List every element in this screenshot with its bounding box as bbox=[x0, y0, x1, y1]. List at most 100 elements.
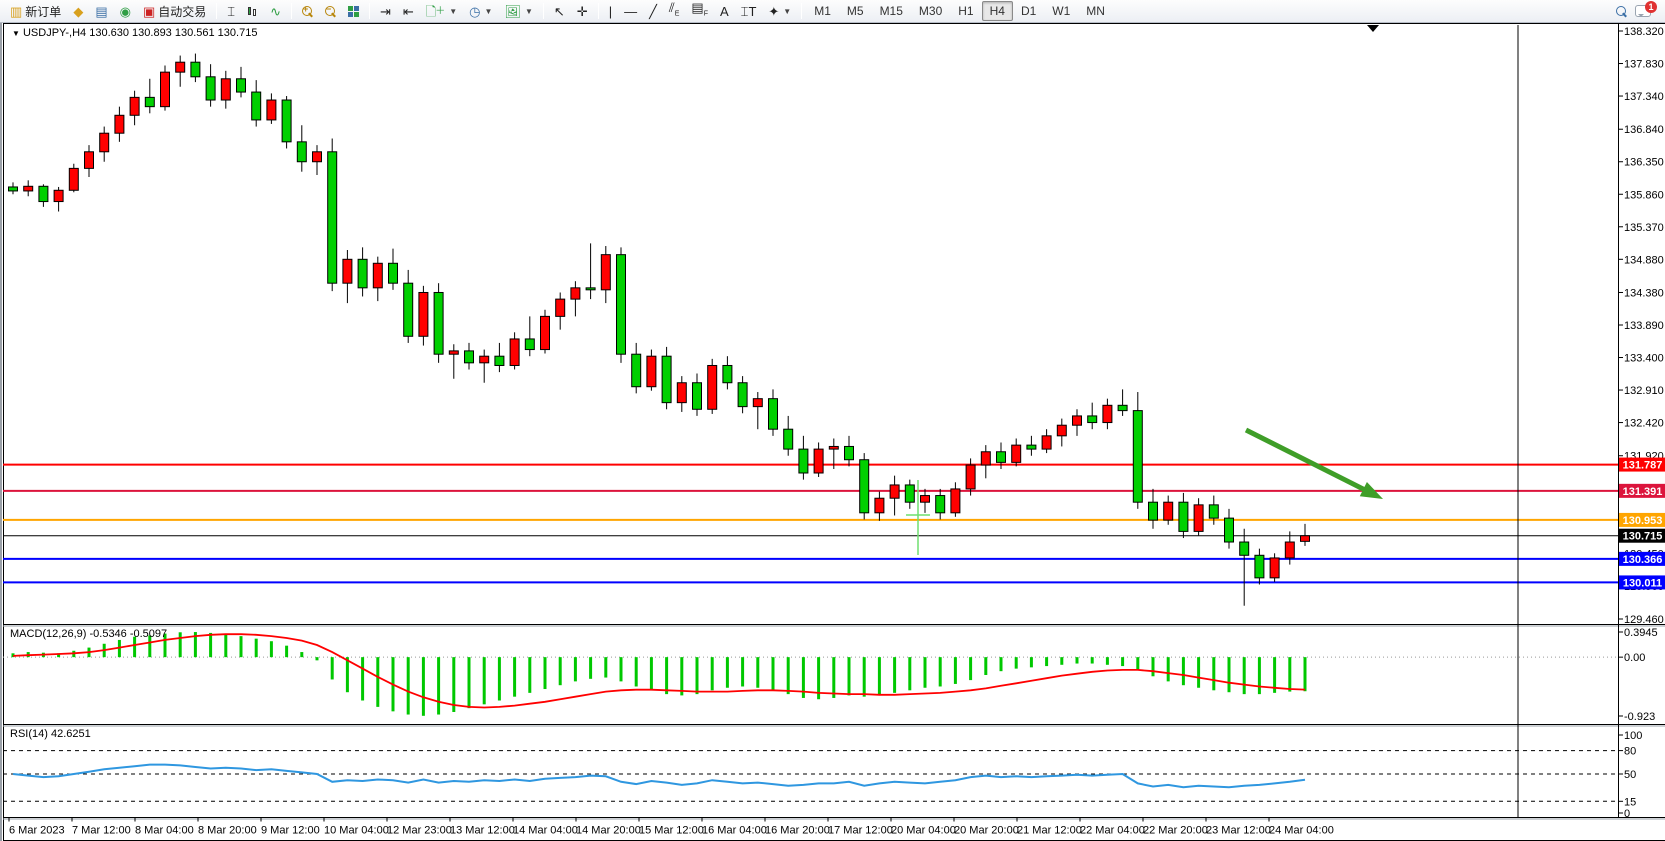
svg-text:100: 100 bbox=[1624, 730, 1642, 742]
price-badge-130.715 bbox=[1619, 528, 1665, 543]
auto-trading-button[interactable]: ▣ 自动交易 bbox=[137, 1, 212, 21]
candle-body bbox=[722, 364, 733, 384]
chart-shift-button[interactable]: ⇤ bbox=[397, 1, 420, 21]
timeframe-H1[interactable]: H1 bbox=[958, 4, 974, 18]
svg-text:130.953: 130.953 bbox=[1623, 515, 1663, 527]
trend-arrow-line[interactable] bbox=[1244, 427, 1370, 495]
chart-ohlc-values: 130.630 130.893 130.561 130.715 bbox=[89, 27, 258, 39]
candle-body bbox=[464, 350, 474, 364]
candle-body bbox=[1072, 415, 1082, 426]
horizontal-line-button[interactable]: — bbox=[618, 1, 643, 21]
timeframe-H4[interactable]: H4 bbox=[981, 1, 1013, 21]
fibonacci-button[interactable]: ▤F bbox=[685, 1, 714, 21]
text-button[interactable]: A bbox=[714, 1, 735, 21]
zoom-in-button[interactable]: + bbox=[296, 1, 319, 21]
chart-canvas[interactable]: 138.320 137.830 137.340 136.840 136.350 135.8… bbox=[3, 23, 1665, 841]
line-chart-icon: ∿ bbox=[270, 3, 281, 19]
svg-text:80: 80 bbox=[1624, 746, 1636, 758]
candle-body bbox=[1041, 435, 1052, 450]
svg-text:16 Mar 04:00: 16 Mar 04:00 bbox=[702, 825, 767, 837]
main-toolbar: ▥ 新订单 ◆ ▤ ◉ ▣ 自动交易 ⌶ ∿ + − ⇥ ⇤ 🗋 ＋ ▼ ◷ ▼ 🖼 ▼… bbox=[0, 0, 1665, 23]
svg-text:138.320: 138.320 bbox=[1624, 26, 1664, 38]
trendline-button[interactable]: ╱ bbox=[643, 1, 663, 21]
timeframe-M1[interactable]: M1 bbox=[814, 4, 831, 18]
candle-body bbox=[129, 96, 140, 116]
add-indicator-button[interactable]: 🗋 ＋ ▼ bbox=[420, 1, 463, 21]
svg-text:8 Mar 04:00: 8 Mar 04:00 bbox=[135, 825, 194, 837]
search-icon[interactable] bbox=[1616, 5, 1627, 17]
candle-body bbox=[1163, 501, 1174, 521]
crosshair-button[interactable]: ✛ bbox=[571, 1, 594, 21]
rsi-value: 42.6251 bbox=[50, 728, 91, 740]
candle-body bbox=[190, 61, 201, 78]
text-label-button[interactable]: ⌶T bbox=[735, 1, 763, 21]
collapse-chart-icon[interactable]: ▼ bbox=[12, 29, 20, 38]
svg-text:16 Mar 20:00: 16 Mar 20:00 bbox=[765, 825, 830, 837]
cursor-icon: ↖ bbox=[553, 3, 565, 19]
svg-text:20 Mar 20:00: 20 Mar 20:00 bbox=[954, 825, 1019, 837]
cursor-button[interactable]: ↖ bbox=[548, 1, 571, 21]
timeframe-group: M1 M5 M15 M30 H1 H4 D1 W1 MN bbox=[806, 1, 1113, 21]
svg-text:15 Mar 12:00: 15 Mar 12:00 bbox=[639, 825, 704, 837]
deposit-button[interactable]: ◆ bbox=[67, 1, 89, 21]
channel-button[interactable]: ⫽E bbox=[663, 1, 685, 21]
svg-text:50: 50 bbox=[1624, 769, 1636, 781]
candle-body bbox=[1254, 554, 1265, 579]
timeframe-D1[interactable]: D1 bbox=[1020, 4, 1037, 18]
chart-shift-marker[interactable] bbox=[1367, 25, 1379, 32]
tile-windows-button[interactable] bbox=[342, 1, 365, 21]
candle-body bbox=[327, 151, 338, 284]
terminal-button[interactable]: ▤ bbox=[89, 1, 113, 21]
svg-text:130.715: 130.715 bbox=[1623, 531, 1663, 543]
notifications-icon[interactable]: 1 bbox=[1635, 1, 1657, 17]
candle-body bbox=[236, 78, 246, 93]
bar-chart-button[interactable]: ⌶ bbox=[221, 1, 241, 21]
candle-body bbox=[99, 132, 110, 153]
candle-body bbox=[707, 364, 718, 410]
macd-values: -0.5346 -0.5097 bbox=[89, 628, 168, 640]
shapes-button[interactable]: ✦ ▼ bbox=[762, 1, 797, 21]
candle-body bbox=[920, 495, 930, 503]
line-chart-button[interactable]: ∿ bbox=[264, 1, 287, 21]
candle-body bbox=[1011, 444, 1022, 463]
svg-text:13 Mar 12:00: 13 Mar 12:00 bbox=[450, 825, 515, 837]
candle-body bbox=[935, 495, 946, 514]
timeframe-M5[interactable]: M5 bbox=[846, 4, 864, 18]
candle-body bbox=[904, 484, 915, 503]
candle-body bbox=[144, 96, 155, 108]
candle-body bbox=[38, 185, 49, 203]
svg-text:14 Mar 20:00: 14 Mar 20:00 bbox=[576, 825, 641, 837]
candlestick-chart-button[interactable] bbox=[241, 1, 264, 21]
period-button[interactable]: ◷ ▼ bbox=[463, 1, 498, 21]
candle-body bbox=[251, 91, 262, 121]
candle-body bbox=[448, 350, 459, 355]
zoom-in-icon: + bbox=[301, 4, 313, 17]
svg-text:137.340: 137.340 bbox=[1624, 91, 1664, 103]
auto-scroll-button[interactable]: ⇥ bbox=[374, 1, 397, 21]
price-badge-131.391 bbox=[1619, 483, 1665, 498]
svg-text:10 Mar 04:00: 10 Mar 04:00 bbox=[324, 825, 389, 837]
new-order-label: 新订单 bbox=[25, 4, 62, 19]
macd-indicator-label: MACD(12,26,9) -0.5346 -0.5097 bbox=[10, 628, 167, 640]
chart-template-icon: 🖼 bbox=[504, 3, 521, 19]
template-button[interactable]: 🖼 ▼ bbox=[498, 1, 538, 21]
candle-body bbox=[1148, 501, 1158, 521]
vertical-line-button[interactable]: | bbox=[603, 1, 618, 21]
candle-body bbox=[676, 382, 687, 404]
timeframe-W1[interactable]: W1 bbox=[1052, 4, 1071, 18]
toolbar-separator bbox=[542, 3, 544, 19]
candle-body bbox=[585, 287, 596, 291]
svg-text:0: 0 bbox=[1624, 808, 1630, 820]
candle-body bbox=[418, 291, 429, 337]
new-order-button[interactable]: ▥ 新订单 bbox=[4, 1, 67, 21]
chevron-down-icon: ▼ bbox=[524, 6, 533, 16]
candle-body bbox=[220, 78, 231, 101]
candle-body bbox=[8, 186, 18, 192]
timeframe-M15[interactable]: M15 bbox=[879, 4, 903, 18]
market-watch-button[interactable]: ◉ bbox=[114, 1, 137, 21]
timeframe-M30[interactable]: M30 bbox=[918, 4, 943, 18]
svg-text:12 Mar 23:00: 12 Mar 23:00 bbox=[387, 825, 452, 837]
toolbar-separator bbox=[597, 3, 599, 19]
timeframe-MN[interactable]: MN bbox=[1086, 4, 1105, 18]
zoom-out-button[interactable]: − bbox=[319, 1, 342, 21]
